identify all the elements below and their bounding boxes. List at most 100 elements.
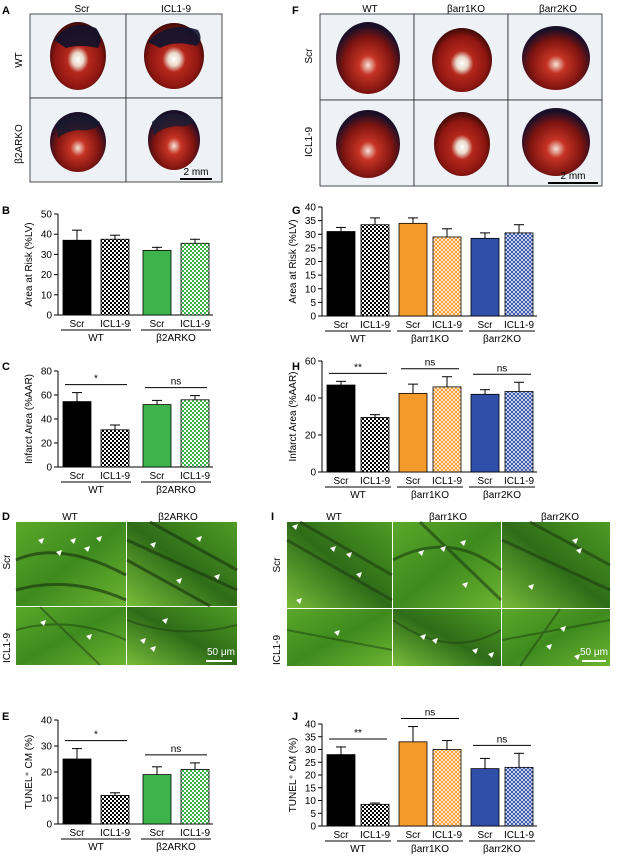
panel-label-f: F xyxy=(292,5,299,17)
group-label: βarr1KO xyxy=(411,334,449,345)
y-tick-label: 0 xyxy=(46,463,52,474)
x-tick-label: ICL1-9 xyxy=(504,830,534,841)
significance-label: ** xyxy=(354,362,362,373)
group-label: βarr1KO xyxy=(411,490,449,501)
y-tick-label: 30 xyxy=(305,745,317,756)
bar xyxy=(142,249,172,316)
row-label-icl-d: ICL1-9 xyxy=(2,633,13,663)
y-tick-label: 20 xyxy=(41,270,53,281)
panel-label-c: C xyxy=(2,361,10,373)
bar xyxy=(326,754,356,827)
y-axis-label: TUNEL⁺ CM (%) xyxy=(24,735,35,810)
heart-image-grid-f xyxy=(319,13,603,187)
y-axis-label: Area at Risk (%LV) xyxy=(24,222,35,306)
chart-area-at-risk-b: 0 10 20 30 40 50 Area at Risk (%LV) Scr ICL1-9 Sc… xyxy=(24,210,213,344)
significance-label: ns xyxy=(425,708,436,719)
y-tick-label: 35 xyxy=(305,216,317,227)
significance-label: ** xyxy=(354,728,362,739)
x-tick-label: ICL1-9 xyxy=(180,319,210,330)
x-tick-label: Scr xyxy=(478,830,494,841)
heart-section xyxy=(434,112,490,176)
significance-label: ns xyxy=(497,734,508,745)
y-tick-label: 50 xyxy=(41,210,53,221)
x-tick-label: Scr xyxy=(478,320,494,331)
x-tick-label: ICL1-9 xyxy=(360,476,390,487)
group-label: β2ARKO xyxy=(156,333,196,344)
y-tick-label: 40 xyxy=(41,716,53,727)
col-label-scr-a: Scr xyxy=(75,4,91,15)
x-tick-label: ICL1-9 xyxy=(432,830,462,841)
panel-label-h: H xyxy=(292,361,300,373)
bar xyxy=(504,232,534,317)
bar xyxy=(432,236,462,317)
bar xyxy=(180,399,210,468)
x-tick-label: Scr xyxy=(70,828,86,839)
panel-label-a: A xyxy=(2,5,10,17)
x-tick-label: Scr xyxy=(150,828,166,839)
col-label-wt-f: WT xyxy=(362,4,378,15)
bar xyxy=(142,774,172,825)
chart-infarct-area-h: 0 20 40 60 Infarct Area (%AAR) Scr ICL1-9 Scr IC… xyxy=(288,357,537,501)
y-axis-label: Infarct Area (%AAR) xyxy=(288,371,299,461)
y-tick-label: 0 xyxy=(310,312,316,323)
col-label-icl-a: ICL1-9 xyxy=(161,4,191,15)
y-tick-label: 15 xyxy=(305,783,317,794)
group-label: β2ARKO xyxy=(156,485,196,496)
significance-label: ns xyxy=(171,744,182,755)
x-tick-label: ICL1-9 xyxy=(100,828,130,839)
panel-label-g: G xyxy=(292,205,301,217)
scale-label-i: 50 μm xyxy=(580,647,608,658)
x-tick-label: Scr xyxy=(478,476,494,487)
x-tick-label: Scr xyxy=(334,320,350,331)
significance-label: ns xyxy=(425,358,436,369)
bar xyxy=(326,231,356,317)
bar xyxy=(398,392,428,473)
bar xyxy=(470,393,500,473)
x-tick-label: ICL1-9 xyxy=(100,471,130,482)
row-label-wt-a: WT xyxy=(14,52,25,68)
y-tick-label: 20 xyxy=(41,768,53,779)
x-tick-label: Scr xyxy=(150,319,166,330)
y-tick-label: 30 xyxy=(305,230,317,241)
significance-label: ns xyxy=(497,363,508,374)
bar xyxy=(62,758,92,825)
col-label-barr2-f: βarr2KO xyxy=(539,4,577,15)
y-tick-label: 0 xyxy=(310,468,316,479)
heart-image-grid-a xyxy=(29,13,223,183)
x-tick-label: ICL1-9 xyxy=(180,828,210,839)
row-label-scr-d: Scr xyxy=(2,554,13,570)
heart-section xyxy=(522,108,590,176)
bar xyxy=(360,417,390,473)
bar xyxy=(360,224,390,317)
row-label-scr-f: Scr xyxy=(304,48,315,64)
bar xyxy=(398,222,428,317)
panel-label-j: J xyxy=(292,711,298,723)
bar xyxy=(398,741,428,827)
y-tick-label: 5 xyxy=(310,809,316,820)
x-tick-label: ICL1-9 xyxy=(504,320,534,331)
col-label-barr1-f: βarr1KO xyxy=(447,4,485,15)
x-tick-label: ICL1-9 xyxy=(360,830,390,841)
y-tick-label: 10 xyxy=(305,284,317,295)
panel-label-d: D xyxy=(2,511,10,523)
y-tick-label: 80 xyxy=(41,367,53,378)
significance-label: * xyxy=(94,374,98,385)
x-tick-label: Scr xyxy=(150,471,166,482)
y-tick-label: 10 xyxy=(305,796,317,807)
y-tick-label: 60 xyxy=(41,391,53,402)
col-label-b2arko-d: β2ARKO xyxy=(158,512,198,523)
y-tick-label: 30 xyxy=(41,742,53,753)
bar xyxy=(470,237,500,317)
row-label-b2arko-a: β2ARKO xyxy=(14,124,25,164)
x-tick-label: ICL1-9 xyxy=(432,476,462,487)
bar xyxy=(470,768,500,827)
bar xyxy=(504,766,534,827)
panel-label-b: B xyxy=(2,205,10,217)
group-label: WT xyxy=(88,485,104,496)
x-tick-label: ICL1-9 xyxy=(360,320,390,331)
bar xyxy=(62,239,92,316)
group-label: WT xyxy=(350,844,366,855)
y-tick-label: 20 xyxy=(41,439,53,450)
